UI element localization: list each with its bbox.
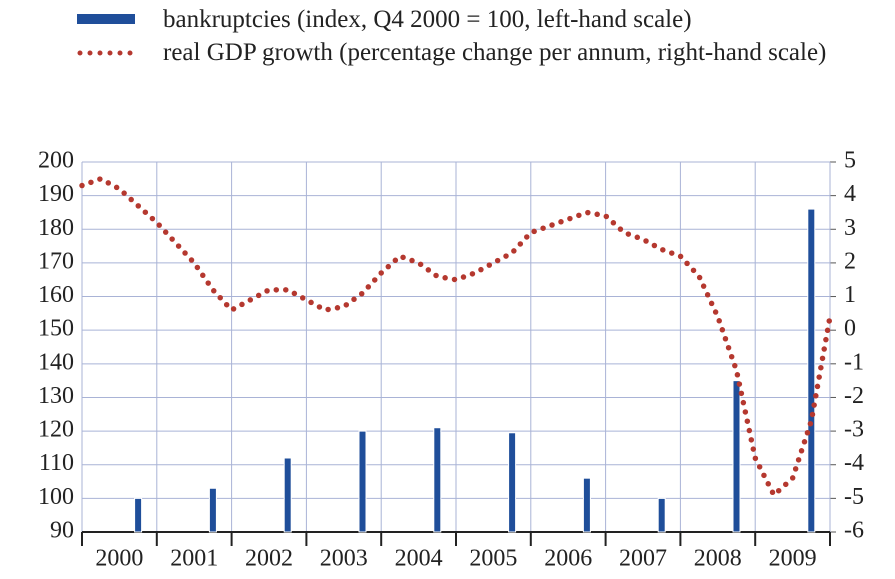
y2-tick-label: 0 <box>844 316 856 342</box>
y-tick-label: 110 <box>39 450 74 476</box>
legend: bankruptcies (index, Q4 2000 = 100, left… <box>75 4 875 70</box>
bar <box>508 432 517 533</box>
x-tick-label: 2009 <box>769 546 817 572</box>
legend-item: real GDP growth (percentage change per a… <box>75 37 875 68</box>
bar <box>807 208 816 533</box>
legend-label: real GDP growth (percentage change per a… <box>163 39 827 66</box>
bar <box>134 497 143 533</box>
legend-swatch <box>77 14 135 24</box>
bar <box>657 497 666 533</box>
y2-tick-label: -6 <box>844 518 864 544</box>
x-tick-label: 2008 <box>694 546 742 572</box>
y-tick-label: 150 <box>38 316 74 342</box>
legend-item: bankruptcies (index, Q4 2000 = 100, left… <box>75 4 875 35</box>
y2-tick-label: 4 <box>844 181 856 207</box>
x-tick-label: 2001 <box>170 546 218 572</box>
y-tick-label: 120 <box>38 417 74 443</box>
legend-swatch <box>77 50 136 56</box>
bar <box>208 487 217 533</box>
y2-tick-label: 3 <box>844 215 856 241</box>
x-tick-label: 2005 <box>469 546 517 572</box>
x-tick-label: 2002 <box>245 546 293 572</box>
y-tick-label: 90 <box>50 518 74 544</box>
y2-tick-label: -4 <box>844 450 864 476</box>
y-tick-label: 190 <box>38 181 74 207</box>
y2-tick-label: 2 <box>844 248 856 274</box>
bar <box>582 477 591 533</box>
y-tick-label: 200 <box>38 148 74 174</box>
y-tick-label: 180 <box>38 215 74 241</box>
y-tick-label: 140 <box>38 349 74 375</box>
y2-tick-label: -3 <box>844 417 864 443</box>
y-tick-label: 130 <box>38 383 74 409</box>
y2-tick-label: 1 <box>844 282 856 308</box>
legend-label: bankruptcies (index, Q4 2000 = 100, left… <box>163 6 692 33</box>
y-tick-label: 100 <box>38 484 74 510</box>
legend-swatch-bar <box>77 14 135 24</box>
bar <box>732 380 741 533</box>
bar <box>358 430 367 533</box>
bar <box>433 427 442 533</box>
x-tick-label: 2006 <box>544 546 592 572</box>
y2-tick-label: -5 <box>844 484 864 510</box>
y2-tick-label: -2 <box>844 383 864 409</box>
x-tick-label: 2000 <box>95 546 143 572</box>
y-tick-label: 160 <box>38 282 74 308</box>
bar <box>283 457 292 533</box>
y-tick-label: 170 <box>38 248 74 274</box>
y2-tick-label: -1 <box>844 349 864 375</box>
x-tick-label: 2007 <box>619 546 667 572</box>
gdp-line <box>79 175 833 500</box>
y2-tick-label: 5 <box>844 148 856 174</box>
x-tick-label: 2004 <box>395 546 443 572</box>
x-tick-label: 2003 <box>320 546 368 572</box>
